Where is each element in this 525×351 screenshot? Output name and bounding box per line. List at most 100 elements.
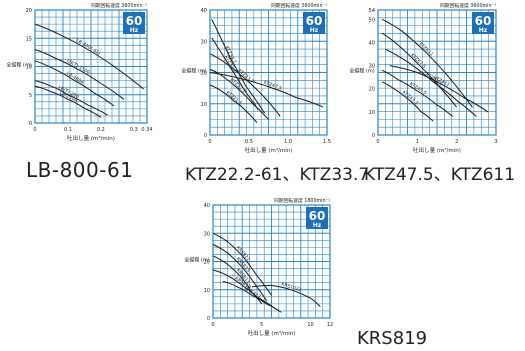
y-tick-label: 10 xyxy=(26,65,32,71)
x-tick-label: 5 xyxy=(260,322,263,328)
series-label-ktz67-5: KTZ67.5 xyxy=(409,52,427,70)
x-tick-label: 0 xyxy=(208,139,211,145)
series-line-krs822 xyxy=(212,232,272,296)
y-tick-label: 20 xyxy=(201,71,207,77)
plot-frame xyxy=(212,204,331,319)
series-label-ktz47-5: KTZ47.5 xyxy=(263,80,283,92)
series-label-ktz611: KTZ611 xyxy=(418,41,435,57)
x-tick-label: 0.34 xyxy=(141,127,152,133)
chart-ktz22-33: 0 0.5 1.0 1.5 0 10 20 30 40 吐出し量 (m³/min) 全揚程 (m) 同… xyxy=(181,2,331,154)
y-tick-label: 0 xyxy=(204,133,207,139)
chart-krs819: 0 5 10 12 0 10 20 30 40 吐出し量 (m³/min) 全揚程 (m) 同期回転速… xyxy=(184,197,333,337)
series-line-krs837 xyxy=(222,280,282,313)
speed-label: 同期回転速度 3600min⁻¹ xyxy=(440,2,496,9)
plot-frame xyxy=(34,9,148,124)
x-tick-label: 0 xyxy=(376,139,379,145)
y-tick-label: 0 xyxy=(29,121,32,127)
series-line-ktz47-5 xyxy=(385,48,477,117)
x-tick-label: 0 xyxy=(33,127,36,133)
x-axis-label: 吐出し量 (m³/min) xyxy=(67,134,115,142)
y-tick-label: 15 xyxy=(26,36,32,42)
y-tick-label: 10 xyxy=(369,110,375,116)
y-tick-label: 40 xyxy=(204,203,210,209)
series-line-krs815 xyxy=(212,244,268,302)
y-tick-label: 5 xyxy=(29,93,32,99)
x-tick-label: 3 xyxy=(494,139,497,145)
y-axis-label: 全揚程 (m) xyxy=(181,68,206,75)
x-tick-label: 0.2 xyxy=(97,127,105,133)
y-tick-label: 30 xyxy=(204,231,210,237)
frequency-badge xyxy=(472,12,494,34)
speed-label: 同期回転速度 1800min⁻¹ xyxy=(274,197,330,204)
series-line-ktz21-5 xyxy=(209,84,258,123)
series-label-krs837: KRS837 xyxy=(243,286,262,300)
speed-label: 同期回転速度 3600min⁻¹ xyxy=(91,2,147,9)
series-line-ktz67-5 xyxy=(381,32,458,108)
badge-unit: Hz xyxy=(313,222,322,229)
series-label-lb-800-61-: LB-800(-61) xyxy=(75,38,102,57)
series-line-lb-t-250 xyxy=(34,80,108,116)
series-line-lb-480a xyxy=(34,60,115,107)
x-tick-label: 1.0 xyxy=(284,139,292,145)
y-tick-label: 10 xyxy=(204,288,210,294)
badge-unit: Hz xyxy=(130,27,139,34)
series-line-lb-800-61- xyxy=(34,23,145,90)
y-tick-label: 54 xyxy=(369,8,375,14)
x-tick-label: 12 xyxy=(327,322,333,328)
series-line-ktz23-7 xyxy=(209,53,281,117)
y-tick-label: 20 xyxy=(369,87,375,93)
y-tick-label: 0 xyxy=(207,316,210,322)
series-line-ktz33-7 xyxy=(211,19,266,114)
series-label-ktz45-5: KTZ45.5 xyxy=(408,81,427,96)
frequency-badge xyxy=(303,12,325,34)
y-tick-label: 20 xyxy=(26,8,32,14)
series-line-ktz43-7 xyxy=(381,81,434,122)
series-line-krs1022 xyxy=(251,284,321,308)
series-line-krs819 xyxy=(212,269,277,310)
caption-ktz22-33: KTZ22.2-61、KTZ33.7 xyxy=(185,165,370,185)
y-axis-label: 全揚程 (m) xyxy=(349,68,374,75)
y-tick-label: 40 xyxy=(201,8,207,14)
y-tick-label: 30 xyxy=(201,39,207,45)
frequency-badge xyxy=(306,207,328,229)
series-label-lb-480a: LB-480A xyxy=(65,71,85,87)
badge-unit: Hz xyxy=(479,27,488,34)
x-tick-label: 2 xyxy=(455,139,458,145)
y-tick-label: 20 xyxy=(204,260,210,266)
series-line-lb-t-1500 xyxy=(34,49,125,100)
y-tick-label: 0 xyxy=(372,133,375,139)
x-axis-label: 吐出し量 (m³/min) xyxy=(248,329,296,337)
y-axis-label: 全揚程 (m) xyxy=(6,62,31,69)
speed-label: 同期回転速度 3600min⁻¹ xyxy=(271,2,327,9)
series-line-ktz611 xyxy=(381,18,473,108)
caption-lb-800-61: LB-800-61 xyxy=(26,158,134,182)
x-axis-label: 吐出し量 (m³/min) xyxy=(413,146,461,154)
series-line-ktz411 xyxy=(389,65,489,113)
y-tick-label: 10 xyxy=(201,102,207,108)
caption-ktz47-611: KTZ47.5、KTZ611 xyxy=(364,165,516,185)
chart-lb-800-61: 0 0.1 0.2 0.3 0.34 0 5 10 15 20 吐出し量 (m³/min) 全揚程 (… xyxy=(6,2,152,142)
series-label-krs1022: KRS1022 xyxy=(281,281,303,293)
x-tick-label: 0.1 xyxy=(64,127,72,133)
badge-frequency: 60 xyxy=(126,14,143,28)
x-tick-label: 0.5 xyxy=(245,139,253,145)
y-tick-label: 30 xyxy=(369,64,375,70)
series-line-ktz47-5 xyxy=(209,72,324,108)
y-tick-label: 50 xyxy=(369,17,375,23)
x-tick-label: 0.3 xyxy=(130,127,138,133)
badge-frequency: 60 xyxy=(475,14,492,28)
x-tick-label: 0 xyxy=(211,322,214,328)
series-line-ktz45-5 xyxy=(381,69,454,117)
grid xyxy=(34,9,148,124)
x-tick-label: 1 xyxy=(416,139,419,145)
frequency-badge xyxy=(123,12,145,34)
x-tick-label: 10 xyxy=(307,322,313,328)
badge-unit: Hz xyxy=(310,27,319,34)
badge-frequency: 60 xyxy=(309,209,326,223)
x-tick-label: 1.5 xyxy=(323,139,331,145)
plot-frame xyxy=(377,9,497,136)
y-axis-label: 全揚程 (m) xyxy=(184,257,209,264)
caption-krs819: KRS819 xyxy=(357,328,428,349)
y-tick-label: 40 xyxy=(369,40,375,46)
